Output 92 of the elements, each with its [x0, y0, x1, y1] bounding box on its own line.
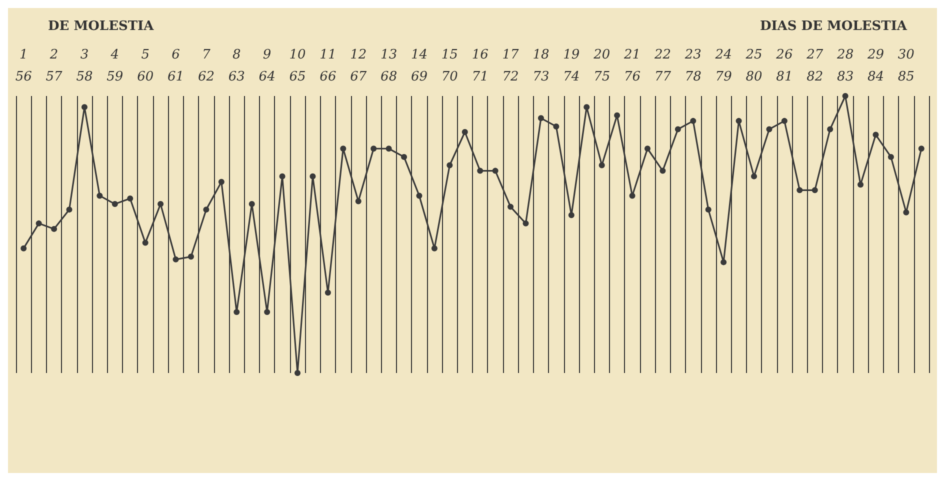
point: [370, 146, 377, 152]
point: [766, 126, 772, 132]
x-tick-label: 14 69: [410, 48, 428, 84]
point: [796, 187, 803, 194]
x-tick-label: 11 66: [320, 48, 336, 84]
point: [446, 162, 453, 168]
x-tick-label: 17 72: [502, 48, 520, 84]
point: [629, 192, 636, 199]
point: [522, 220, 529, 226]
point: [431, 245, 438, 252]
point: [310, 173, 316, 180]
point: [584, 104, 590, 110]
point: [644, 146, 650, 152]
x-tick-label: 25 80: [744, 48, 762, 84]
point: [20, 245, 27, 252]
x-tick-label: 29 84: [866, 48, 884, 84]
point: [492, 168, 498, 174]
x-tick-label: 6 61: [168, 48, 184, 84]
point: [158, 201, 164, 208]
x-tick-label: 28 83: [836, 48, 854, 84]
x-tick-label: 26 81: [775, 48, 793, 84]
x-tick-label: 1 56: [15, 48, 32, 84]
point: [142, 240, 148, 246]
point: [812, 187, 818, 194]
point: [858, 182, 864, 188]
point: [720, 259, 727, 266]
text: DIAS DE MOLESTIA: [760, 19, 908, 34]
point: [36, 220, 42, 226]
point: [324, 290, 331, 296]
point: [553, 123, 560, 130]
point: [705, 206, 712, 213]
point: [279, 173, 286, 180]
point: [674, 126, 681, 132]
point: [416, 192, 422, 199]
point: [477, 168, 484, 174]
point: [386, 146, 392, 152]
point: [66, 206, 72, 213]
point: [918, 146, 924, 152]
x-tick-label: 4 59: [106, 48, 124, 84]
point: [401, 154, 408, 160]
point: [736, 118, 742, 124]
point: [690, 118, 696, 124]
x-tick-label: 20 75: [592, 48, 610, 84]
point: [508, 204, 514, 210]
x-tick-label: 24 79: [714, 48, 732, 84]
x-tick-label: 22 77: [653, 48, 672, 84]
x-tick-label: 23 78: [684, 48, 702, 84]
point: [872, 132, 879, 138]
point: [96, 192, 103, 199]
x-tick-label: 10 65: [289, 48, 306, 84]
x-tick-label: 12 67: [350, 48, 368, 84]
x-tick-label: 18 73: [532, 48, 550, 84]
point: [888, 154, 894, 160]
point: [827, 126, 834, 132]
point: [112, 201, 118, 208]
point: [781, 118, 788, 124]
point: [234, 309, 240, 316]
point: [462, 129, 468, 136]
point: [614, 112, 620, 118]
point: [340, 146, 346, 152]
x-tick-label: 3 58: [76, 48, 93, 84]
point: [51, 226, 58, 232]
point: [188, 254, 194, 260]
point: [248, 201, 255, 208]
point: [81, 104, 88, 110]
point: [294, 370, 301, 376]
point: [355, 198, 362, 204]
point: [598, 162, 605, 168]
x-tick-label: 2 57: [46, 48, 64, 84]
text: DE MOLESTIA: [48, 19, 155, 34]
x-tick-label: 19 74: [563, 48, 580, 84]
x-tick-label: 9 64: [258, 48, 276, 84]
point: [218, 178, 224, 185]
point: [842, 93, 848, 99]
point: [264, 309, 270, 316]
x-tick-label: 8 63: [228, 48, 245, 84]
point: [568, 212, 574, 218]
point: [903, 209, 910, 216]
x-tick-label: 15 70: [441, 48, 458, 84]
point: [660, 168, 666, 174]
x-tick-label: 13 68: [380, 48, 398, 84]
x-tick-label: 27 82: [806, 48, 824, 84]
point: [751, 173, 758, 180]
x-tick-label: 21 76: [623, 48, 641, 84]
point: [127, 195, 134, 202]
x-tick-label: 5 60: [137, 48, 154, 84]
x-tick-label: 16 71: [472, 48, 488, 84]
point: [538, 115, 544, 122]
x-tick-label: 7 62: [198, 48, 214, 84]
x-tick-label: 30 85: [898, 48, 914, 84]
point: [172, 256, 179, 262]
point: [203, 206, 210, 213]
